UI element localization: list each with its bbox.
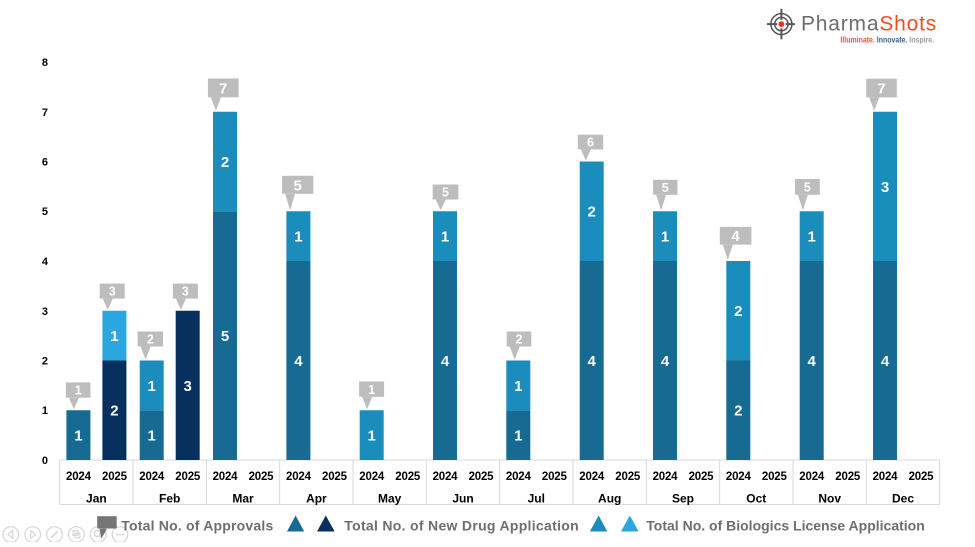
svg-text:2025: 2025: [689, 471, 715, 483]
svg-text:8: 8: [42, 57, 48, 69]
svg-text:Total No. of New Drug Applicat: Total No. of New Drug Application: [344, 518, 579, 534]
svg-text:5: 5: [294, 177, 302, 194]
svg-text:2024: 2024: [799, 471, 825, 483]
svg-text:2: 2: [221, 154, 229, 171]
svg-text:Nov: Nov: [818, 492, 841, 506]
svg-text:2024: 2024: [359, 471, 385, 483]
svg-text:1: 1: [294, 229, 302, 246]
svg-text:1: 1: [514, 428, 522, 445]
svg-text:2: 2: [147, 333, 154, 347]
svg-text:2024: 2024: [653, 471, 679, 483]
svg-text:2024: 2024: [506, 471, 532, 483]
svg-text:Feb: Feb: [159, 492, 180, 506]
svg-text:2025: 2025: [469, 471, 495, 483]
svg-text:2025: 2025: [322, 471, 348, 483]
svg-text:1: 1: [441, 229, 449, 246]
svg-text:2: 2: [110, 403, 118, 420]
svg-text:Sep: Sep: [672, 492, 694, 506]
svg-text:Total No. of Approvals: Total No. of Approvals: [121, 518, 273, 534]
svg-text:2025: 2025: [615, 471, 641, 483]
svg-text:2024: 2024: [213, 471, 239, 483]
svg-text:1: 1: [368, 383, 375, 397]
svg-text:Mar: Mar: [232, 492, 254, 506]
svg-text:2025: 2025: [542, 471, 568, 483]
svg-text:2024: 2024: [433, 471, 459, 483]
svg-text:Jun: Jun: [452, 492, 473, 506]
svg-text:5: 5: [442, 186, 449, 200]
svg-text:5: 5: [662, 181, 669, 195]
svg-text:Dec: Dec: [892, 492, 914, 506]
svg-text:5: 5: [42, 206, 48, 218]
svg-text:2025: 2025: [835, 471, 861, 483]
svg-text:Apr: Apr: [306, 492, 327, 506]
svg-text:2: 2: [42, 356, 48, 368]
svg-text:Total No. of Biologics License: Total No. of Biologics License Applicati…: [646, 518, 924, 534]
svg-text:2024: 2024: [579, 471, 605, 483]
svg-text:2025: 2025: [395, 471, 421, 483]
svg-text:4: 4: [731, 228, 740, 245]
svg-text:1: 1: [808, 229, 816, 246]
svg-text:Jan: Jan: [86, 492, 107, 506]
svg-text:5: 5: [804, 181, 811, 195]
svg-text:4: 4: [661, 353, 670, 370]
svg-text:1: 1: [74, 428, 82, 445]
svg-text:1: 1: [110, 328, 118, 345]
svg-text:7: 7: [219, 80, 227, 97]
svg-text:4: 4: [881, 353, 890, 370]
svg-text:3: 3: [109, 285, 116, 299]
svg-text:4: 4: [294, 353, 303, 370]
svg-text:6: 6: [587, 136, 594, 150]
svg-text:0: 0: [42, 455, 48, 467]
svg-text:2025: 2025: [909, 471, 935, 483]
svg-text:1: 1: [368, 428, 376, 445]
svg-text:2024: 2024: [726, 471, 752, 483]
svg-text:Oct: Oct: [746, 492, 766, 506]
svg-text:Illuminate. Innovate. Inspire.: Illuminate. Innovate. Inspire.: [840, 35, 934, 45]
svg-text:4: 4: [808, 353, 817, 370]
svg-text:PharmaShots: PharmaShots: [801, 12, 937, 35]
svg-text:4: 4: [588, 353, 597, 370]
svg-text:May: May: [378, 492, 402, 506]
svg-text:3: 3: [881, 179, 889, 196]
svg-text:1: 1: [148, 428, 156, 445]
svg-text:2025: 2025: [762, 471, 788, 483]
svg-text:2025: 2025: [175, 471, 201, 483]
svg-text:5: 5: [221, 328, 229, 345]
svg-text:2024: 2024: [286, 471, 312, 483]
svg-text:1: 1: [148, 378, 156, 395]
svg-text:3: 3: [182, 285, 189, 299]
svg-text:2024: 2024: [873, 471, 899, 483]
svg-text:1: 1: [42, 405, 48, 417]
svg-text:7: 7: [877, 81, 885, 98]
svg-text:2025: 2025: [102, 471, 128, 483]
svg-text:2: 2: [516, 333, 523, 347]
svg-text:Aug: Aug: [598, 492, 621, 506]
svg-text:2024: 2024: [66, 471, 92, 483]
svg-text:6: 6: [42, 157, 48, 169]
svg-text:7: 7: [42, 107, 48, 119]
svg-text:1: 1: [661, 229, 669, 246]
svg-text:2024: 2024: [139, 471, 165, 483]
svg-text:2025: 2025: [249, 471, 275, 483]
svg-text:1: 1: [514, 378, 522, 395]
svg-text:3: 3: [184, 378, 192, 395]
svg-text:4: 4: [42, 256, 49, 268]
svg-text:2: 2: [734, 303, 742, 320]
svg-text:3: 3: [42, 306, 48, 318]
svg-text:4: 4: [441, 353, 450, 370]
svg-text:2: 2: [588, 204, 596, 221]
svg-text:2: 2: [734, 403, 742, 420]
svg-text:Jul: Jul: [528, 492, 545, 506]
svg-text:1: 1: [75, 384, 82, 398]
